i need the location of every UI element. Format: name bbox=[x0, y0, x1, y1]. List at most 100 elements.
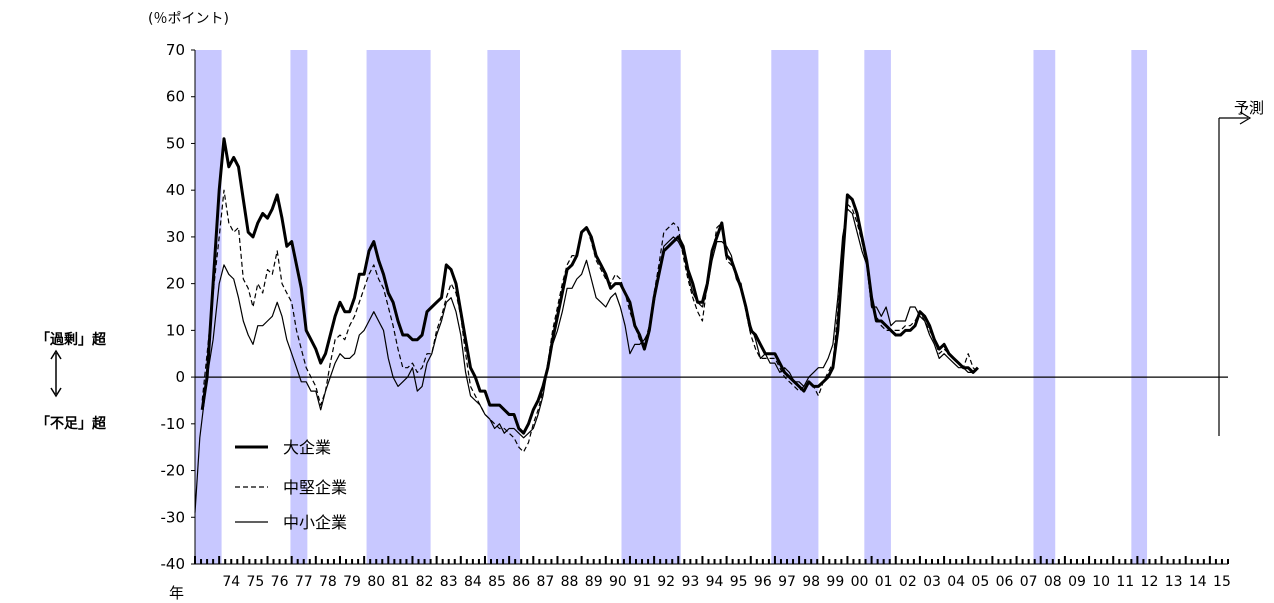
x-minor-tick bbox=[665, 559, 668, 564]
y-tick-label: 10 bbox=[166, 321, 185, 339]
x-minor-tick bbox=[556, 556, 559, 564]
x-minor-tick bbox=[1184, 556, 1187, 564]
x-tick-label: 14 bbox=[1189, 574, 1207, 590]
y-unit-label: (％ポイント) bbox=[148, 11, 229, 27]
x-tick-label: 06 bbox=[996, 574, 1014, 590]
x-tick-label: 82 bbox=[416, 574, 434, 590]
x-minor-tick bbox=[490, 559, 493, 564]
updown-arrow-bottom bbox=[50, 387, 62, 398]
x-minor-tick bbox=[1094, 559, 1097, 564]
x-minor-tick bbox=[314, 556, 317, 564]
x-minor-tick bbox=[1063, 556, 1066, 564]
x-minor-tick bbox=[206, 559, 209, 564]
legend-label: 中堅企業 bbox=[283, 478, 347, 497]
x-minor-tick bbox=[1100, 559, 1103, 564]
axes: 70 60 50 40 30 20 10 0 -10 -20 -30 -40 74 75 76 77 78 79 8… bbox=[161, 41, 1231, 590]
x-minor-tick bbox=[737, 559, 740, 564]
x-minor-tick bbox=[634, 559, 637, 564]
x-minor-tick bbox=[786, 559, 789, 564]
x-minor-tick bbox=[369, 559, 372, 564]
x-minor-tick bbox=[1166, 559, 1169, 564]
x-minor-tick bbox=[888, 559, 891, 564]
x-minor-tick bbox=[1136, 556, 1139, 564]
recession-band bbox=[487, 50, 521, 564]
x-minor-tick bbox=[973, 559, 976, 564]
x-tick-label: 13 bbox=[1165, 574, 1183, 590]
x-minor-tick bbox=[502, 559, 505, 564]
x-tick-label: 96 bbox=[754, 574, 772, 590]
x-minor-tick bbox=[870, 556, 873, 564]
x-minor-tick bbox=[767, 559, 770, 564]
x-tick-label: 74 bbox=[222, 574, 240, 590]
x-minor-tick bbox=[798, 556, 801, 564]
x-tick-label: 83 bbox=[440, 574, 458, 590]
x-tick-label: 90 bbox=[609, 574, 627, 590]
x-minor-tick bbox=[363, 556, 366, 564]
x-minor-tick bbox=[792, 559, 795, 564]
x-minor-tick bbox=[1148, 559, 1151, 564]
x-minor-tick bbox=[858, 559, 861, 564]
x-minor-tick bbox=[1033, 559, 1036, 564]
x-minor-tick bbox=[230, 559, 233, 564]
x-minor-tick bbox=[423, 559, 426, 564]
x-minor-tick bbox=[985, 559, 988, 564]
x-minor-tick bbox=[779, 559, 782, 564]
y-tick-label: 50 bbox=[166, 134, 185, 152]
x-minor-tick bbox=[381, 559, 384, 564]
x-minor-tick bbox=[1190, 559, 1193, 564]
x-minor-tick bbox=[943, 556, 946, 564]
x-minor-tick bbox=[224, 559, 227, 564]
recession-band bbox=[1131, 50, 1148, 564]
x-minor-tick bbox=[568, 559, 571, 564]
x-minor-tick bbox=[1027, 559, 1030, 564]
series-line-dashed bbox=[201, 189, 979, 453]
x-tick-label: 12 bbox=[1141, 574, 1159, 590]
x-minor-tick bbox=[1106, 559, 1109, 564]
recession-band bbox=[771, 50, 819, 564]
x-minor-tick bbox=[520, 559, 523, 564]
recession-band bbox=[366, 50, 431, 564]
x-minor-tick bbox=[882, 559, 885, 564]
x-minor-tick bbox=[218, 556, 221, 564]
forecast-marker bbox=[50, 111, 1252, 436]
x-minor-tick bbox=[1202, 559, 1205, 564]
y-tick-label: 30 bbox=[166, 228, 185, 246]
x-minor-tick bbox=[532, 556, 535, 564]
x-minor-tick bbox=[1178, 559, 1181, 564]
x-minor-tick bbox=[308, 559, 311, 564]
x-minor-tick bbox=[937, 559, 940, 564]
x-minor-tick bbox=[864, 559, 867, 564]
y-tick-label: -40 bbox=[161, 555, 186, 573]
x-tick-label: 11 bbox=[1116, 574, 1134, 590]
x-tick-label: 93 bbox=[681, 574, 699, 590]
x-minor-tick bbox=[212, 559, 215, 564]
y-tick-label: 40 bbox=[166, 181, 185, 199]
x-minor-tick bbox=[616, 559, 619, 564]
x-minor-tick bbox=[749, 556, 752, 564]
x-tick-label: 01 bbox=[875, 574, 893, 590]
x-minor-tick bbox=[351, 559, 354, 564]
x-minor-tick bbox=[375, 559, 378, 564]
x-minor-tick bbox=[399, 559, 402, 564]
x-minor-tick bbox=[683, 559, 686, 564]
x-minor-tick bbox=[592, 559, 595, 564]
x-minor-tick bbox=[961, 559, 964, 564]
x-tick-label: 80 bbox=[367, 574, 385, 590]
recession-band bbox=[1033, 50, 1056, 564]
x-minor-tick bbox=[272, 559, 275, 564]
x-minor-tick bbox=[852, 559, 855, 564]
x-minor-tick bbox=[840, 559, 843, 564]
x-minor-tick bbox=[441, 559, 444, 564]
x-minor-tick bbox=[834, 559, 837, 564]
x-tick-label: 08 bbox=[1044, 574, 1062, 590]
x-minor-tick bbox=[1045, 559, 1048, 564]
y-tick-label: 70 bbox=[166, 41, 185, 59]
x-minor-tick bbox=[924, 559, 927, 564]
x-minor-tick bbox=[1069, 559, 1072, 564]
x-minor-tick bbox=[1208, 556, 1211, 564]
x-minor-tick bbox=[1160, 556, 1163, 564]
x-minor-tick bbox=[876, 559, 879, 564]
x-minor-tick bbox=[1015, 556, 1018, 564]
x-minor-tick bbox=[1039, 556, 1042, 564]
x-minor-tick bbox=[695, 559, 698, 564]
